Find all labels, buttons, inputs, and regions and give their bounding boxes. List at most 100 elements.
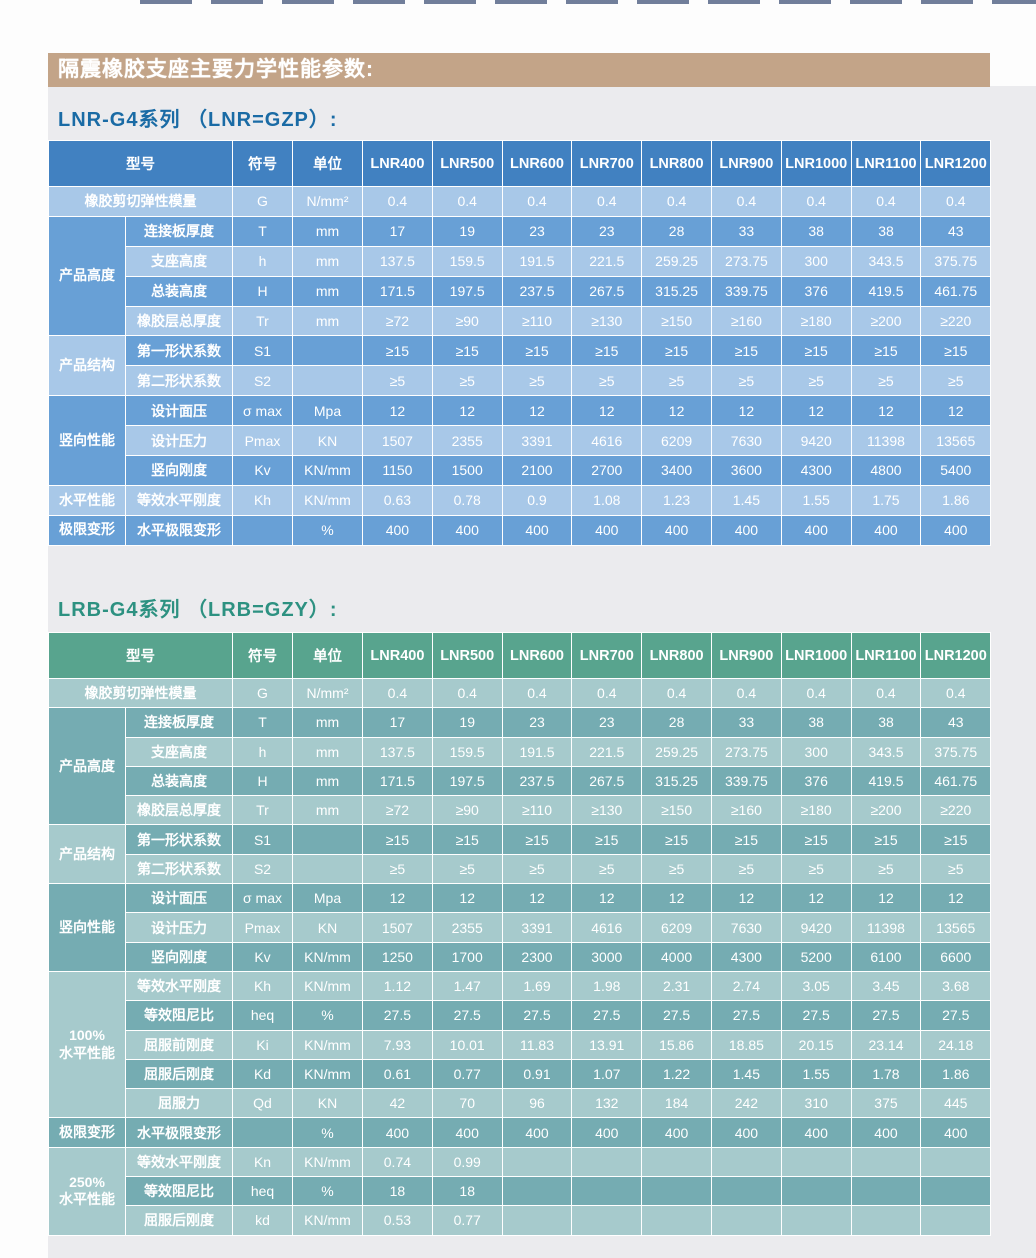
value-cell: 4616 [571, 912, 643, 943]
symbol-cell: Pmax [232, 912, 293, 943]
value-cell: 461.75 [920, 765, 992, 797]
value-cell: 400 [920, 1117, 992, 1148]
value-cell [641, 1205, 712, 1236]
value-cell [571, 1146, 643, 1178]
value-cell: 197.5 [431, 765, 503, 797]
header-model-lnr400: LNR400 [362, 632, 433, 679]
value-cell: 400 [850, 1117, 922, 1148]
param-label: 设计面压 [125, 395, 233, 427]
value-cell: 0.4 [362, 677, 433, 709]
unit-cell: mm [292, 245, 363, 277]
value-cell: 4300 [710, 941, 782, 972]
value-cell: 12 [641, 395, 712, 427]
param-label: 总装高度 [125, 765, 233, 797]
table-row: 竖向刚度 Kv KN/mm 1150 1500 2100 2700 3400 3600 4300 4… [49, 455, 992, 486]
value-cell: 300 [780, 245, 852, 277]
category-cell: 极限变形 [48, 514, 126, 546]
header-symbol-label: 符号 [232, 140, 293, 187]
value-cell: 3000 [571, 941, 643, 972]
param-label: 橡胶层总厚度 [125, 305, 233, 337]
value-cell: 12 [431, 883, 503, 914]
value-cell: 6600 [920, 941, 992, 972]
unit-cell: N/mm² [292, 677, 363, 709]
param-label: 第二形状系数 [125, 365, 233, 397]
lrb-g4-table: 型号 符号 单位 LNR400 LNR500 LNR600 LNR700 LNR800 LNR9… [48, 632, 992, 1236]
value-cell: 20.15 [780, 1029, 852, 1060]
value-cell: 27.5 [362, 1000, 433, 1031]
value-cell: ≥15 [850, 824, 922, 855]
value-cell: 0.4 [850, 677, 922, 709]
value-cell [920, 1176, 992, 1207]
symbol-cell: kd [232, 1205, 293, 1236]
unit-cell: % [292, 1176, 363, 1207]
value-cell: 0.4 [710, 677, 782, 709]
value-cell: 339.75 [710, 275, 782, 307]
value-cell: ≥5 [431, 365, 503, 397]
symbol-cell: Kh [232, 484, 293, 516]
value-cell: 23 [571, 215, 643, 247]
symbol-cell: G [232, 186, 293, 217]
value-cell: 12 [431, 395, 503, 427]
value-cell: 1500 [431, 455, 503, 486]
value-cell: 376 [780, 275, 852, 307]
value-cell: 0.77 [431, 1205, 503, 1236]
param-label: 设计面压 [125, 883, 233, 914]
value-cell: ≥150 [641, 305, 712, 337]
category-cell: 产品结构 [48, 824, 126, 885]
value-cell: 6100 [850, 941, 922, 972]
value-cell: ≥15 [362, 824, 433, 855]
value-cell: 400 [501, 1117, 573, 1148]
value-cell: 273.75 [710, 245, 782, 277]
value-cell: ≥5 [571, 853, 643, 885]
value-cell: ≥200 [850, 795, 922, 826]
value-cell: 12 [920, 883, 992, 914]
unit-cell: mm [292, 736, 363, 767]
value-cell: 27.5 [710, 1000, 782, 1031]
value-cell: 4300 [780, 455, 852, 486]
value-cell: 0.4 [641, 677, 712, 709]
value-cell: ≥5 [780, 853, 852, 885]
value-cell: 12 [641, 883, 712, 914]
unit-cell: KN/mm [292, 970, 363, 1002]
value-cell: 4616 [571, 425, 643, 457]
value-cell: 375.75 [920, 245, 992, 277]
param-label: 水平极限变形 [125, 514, 233, 546]
value-cell: 3391 [501, 425, 573, 457]
symbol-cell: Ki [232, 1029, 293, 1060]
value-cell: 400 [780, 514, 852, 546]
value-cell: ≥15 [920, 824, 992, 855]
section-title-lrb-g4: LRB-G4系列 （LRB=GZY）: [58, 599, 338, 621]
param-label: 等效水平刚度 [125, 970, 233, 1002]
param-label: 屈服前刚度 [125, 1029, 233, 1060]
value-cell: 1507 [362, 912, 433, 943]
value-cell: 3.68 [920, 970, 992, 1002]
value-cell: 43 [920, 707, 992, 738]
value-cell: 159.5 [431, 736, 503, 767]
value-cell: 3400 [641, 455, 712, 486]
table-row: 100% 水平性能 等效水平刚度 Kh KN/mm 1.12 1.47 1.69 1.98 2.… [48, 970, 992, 1119]
value-cell: 197.5 [431, 275, 503, 307]
value-cell: 0.99 [431, 1146, 503, 1178]
value-cell: 1.12 [362, 970, 433, 1002]
value-cell: 12 [850, 883, 922, 914]
value-cell: 12 [780, 395, 852, 427]
header-model-label: 型号 [48, 632, 233, 679]
value-cell [641, 1176, 712, 1207]
value-cell: ≥90 [431, 305, 503, 337]
symbol-cell: H [232, 765, 293, 797]
value-cell: 0.4 [501, 677, 573, 709]
value-cell [850, 1176, 922, 1207]
value-cell: 137.5 [362, 245, 433, 277]
table-row: 250% 水平性能 等效水平刚度 Kn KN/mm 0.74 0.99 [48, 1146, 992, 1236]
value-cell: 27.5 [920, 1000, 992, 1031]
page-title: 隔震橡胶支座主要力学性能参数: [58, 58, 374, 81]
value-cell: ≥5 [501, 365, 573, 397]
value-cell: 0.53 [362, 1205, 433, 1236]
symbol-cell: Qd [232, 1088, 293, 1119]
value-cell: 273.75 [710, 736, 782, 767]
value-cell [780, 1205, 852, 1236]
value-cell: 27.5 [571, 1000, 643, 1031]
value-cell: 1507 [362, 425, 433, 457]
value-cell: 38 [850, 707, 922, 738]
